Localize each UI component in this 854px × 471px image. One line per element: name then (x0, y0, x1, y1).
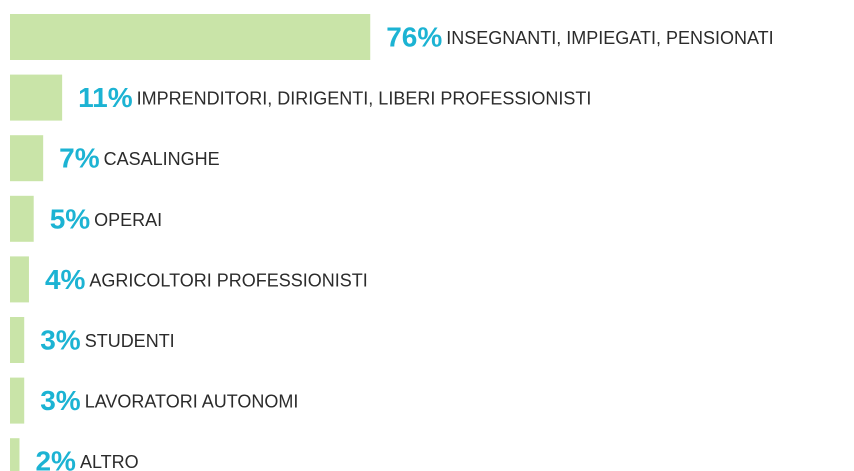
value-label: 3% (40, 385, 81, 416)
bar (10, 438, 20, 471)
bar (10, 14, 371, 60)
category-label: IMPRENDITORI, DIRIGENTI, LIBERI PROFESSI… (137, 89, 592, 109)
category-label: LAVORATORI AUTONOMI (85, 392, 299, 412)
value-label: 76% (386, 22, 442, 53)
value-label: 11% (78, 82, 133, 113)
value-label: 5% (50, 203, 91, 234)
value-label: 7% (59, 143, 100, 174)
bar (10, 195, 34, 242)
bar (10, 135, 44, 182)
value-label: 4% (45, 264, 86, 295)
value-label: 2% (35, 446, 76, 471)
category-label: INSEGNANTI, IMPIEGATI, PENSIONATI (446, 28, 773, 48)
category-label: STUDENTI (85, 331, 175, 351)
bar (10, 317, 25, 363)
category-label: ALTRO (80, 452, 139, 471)
value-label: 3% (40, 325, 81, 356)
category-label: CASALINGHE (104, 149, 220, 169)
bar (10, 256, 29, 303)
category-label: AGRICOLTORI PROFESSIONISTI (89, 270, 367, 290)
bar (10, 74, 63, 121)
bar (10, 377, 25, 424)
category-label: OPERAI (94, 210, 162, 230)
